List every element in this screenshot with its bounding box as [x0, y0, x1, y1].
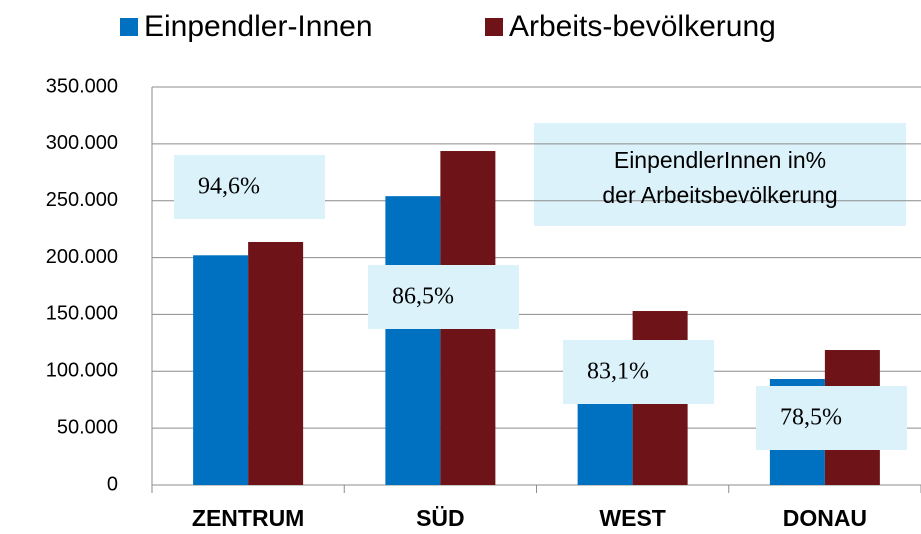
- y-tick-label: 150.000: [46, 303, 118, 325]
- annotation-box: [563, 340, 714, 404]
- annotation: 83,1%: [587, 359, 649, 385]
- legend-swatch: [485, 18, 503, 36]
- legend-swatch: [120, 18, 138, 36]
- x-tick-label: DONAU: [783, 505, 867, 531]
- x-tick-label: SÜD: [416, 505, 465, 531]
- y-tick-label: 300.000: [46, 132, 118, 154]
- annotation: 94,6%: [198, 174, 260, 200]
- y-tick-label: 350.000: [46, 75, 118, 97]
- y-tick-label: 250.000: [46, 189, 118, 211]
- annotation-box: [174, 155, 325, 219]
- x-tick-label: ZENTRUM: [192, 505, 304, 531]
- x-tick-label: WEST: [599, 505, 665, 531]
- bar: [248, 241, 304, 485]
- legend-label: Einpendler-Innen: [144, 10, 373, 43]
- note-text: EinpendlerInnen in%: [614, 147, 826, 173]
- bar: [385, 196, 441, 485]
- y-tick-label: 100.000: [46, 360, 118, 382]
- y-tick-label: 50.000: [57, 416, 118, 438]
- bar: [193, 255, 249, 485]
- note-box: [534, 123, 906, 226]
- note-text: der Arbeitsbevölkerung: [602, 182, 837, 208]
- y-tick-label: 0: [107, 473, 118, 495]
- annotation-box: [756, 386, 907, 450]
- legend-label: Arbeits-bevölkerung: [509, 10, 776, 43]
- annotation: 78,5%: [780, 405, 842, 431]
- annotation: 86,5%: [392, 284, 454, 310]
- annotation-box: [368, 265, 519, 329]
- y-tick-label: 200.000: [46, 246, 118, 268]
